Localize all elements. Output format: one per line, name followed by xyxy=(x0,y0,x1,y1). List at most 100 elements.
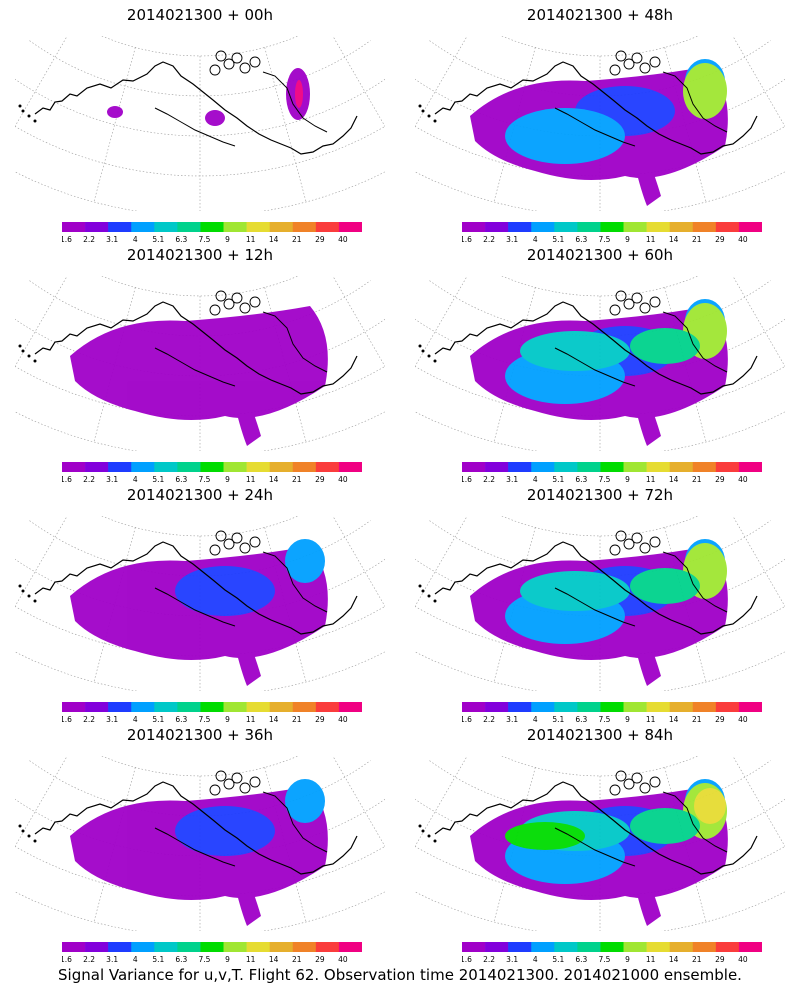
island-outline xyxy=(231,772,243,784)
island-outline xyxy=(631,292,643,304)
colorbar: 1.6 2.2 3.1 4 5.1 6.3 7.5 9 11 14 21 29 40 xyxy=(62,942,362,964)
coastline xyxy=(34,61,358,155)
island-outline xyxy=(249,296,261,308)
island-dot xyxy=(18,104,22,108)
graticule-line xyxy=(415,36,468,128)
colorbar-swatch xyxy=(508,222,532,232)
colorbar-label: 6.3 xyxy=(175,235,187,244)
colorbar-swatch xyxy=(646,462,670,472)
graticule-line xyxy=(332,756,385,848)
colorbar-swatch xyxy=(85,462,109,472)
island-dot xyxy=(27,114,31,118)
colorbar-swatch xyxy=(508,942,532,952)
graticule-line xyxy=(101,756,299,777)
variance-field xyxy=(70,779,328,926)
colorbar-label: 21 xyxy=(292,235,302,244)
colorbar-swatch xyxy=(269,942,294,952)
colorbar-swatch xyxy=(531,942,555,952)
colorbar-swatch xyxy=(108,222,132,232)
colorbar-swatch xyxy=(485,462,509,472)
colorbar-swatch xyxy=(131,462,155,472)
colorbar-swatch xyxy=(715,942,740,952)
colorbar-swatch xyxy=(292,462,317,472)
colorbar-swatch xyxy=(715,222,740,232)
coastline xyxy=(554,587,636,627)
colorbar-swatch xyxy=(269,702,294,712)
island-dot xyxy=(421,109,425,113)
colorbar-label: 29 xyxy=(315,715,325,724)
island-outline xyxy=(639,302,651,314)
colorbar-swatch xyxy=(462,462,486,472)
colorbar-swatch xyxy=(269,222,294,232)
colorbar-swatch xyxy=(131,942,155,952)
colorbar-swatch xyxy=(531,462,555,472)
colorbar-swatch xyxy=(338,462,362,472)
colorbar-label: 9 xyxy=(225,955,230,964)
field-region xyxy=(630,808,700,844)
island-outline xyxy=(631,532,643,544)
island-dot xyxy=(33,119,37,123)
colorbar-label: 3.1 xyxy=(506,715,518,724)
coastline xyxy=(554,107,636,147)
colorbar-swatch xyxy=(669,942,694,952)
island-outline xyxy=(215,770,227,782)
graticule-line xyxy=(664,767,707,923)
colorbar-label: 5.1 xyxy=(152,715,164,724)
colorbar-label: 5.1 xyxy=(552,475,564,484)
colorbar-swatch xyxy=(577,702,601,712)
colorbar-swatch xyxy=(315,222,340,232)
colorbar-label: 9 xyxy=(225,715,230,724)
graticule-line xyxy=(415,126,785,177)
island-outline xyxy=(623,58,635,70)
colorbar-label: 21 xyxy=(692,955,702,964)
colorbar-label: 3.1 xyxy=(106,235,118,244)
island-outline xyxy=(223,298,235,310)
island-outline xyxy=(609,64,621,76)
island-outline xyxy=(249,536,261,548)
field-region xyxy=(520,571,630,611)
panel-title: 2014021300 + 48h xyxy=(526,6,674,24)
colorbar-label: 21 xyxy=(292,475,302,484)
colorbar-label: 11 xyxy=(646,235,656,244)
graticule-line xyxy=(264,767,307,923)
colorbar-label: 2.2 xyxy=(83,955,95,964)
colorbar-label: 7.5 xyxy=(598,475,610,484)
colorbar-swatch xyxy=(177,702,201,712)
colorbar-label: 6.3 xyxy=(575,475,587,484)
coastline xyxy=(34,301,358,395)
colorbar-swatch xyxy=(485,942,509,952)
colorbar-label: 6.3 xyxy=(175,955,187,964)
field-region xyxy=(70,306,328,420)
colorbar-label: 29 xyxy=(315,235,325,244)
graticule-line xyxy=(415,276,468,368)
coastline xyxy=(262,551,328,613)
colorbar-swatch xyxy=(338,942,362,952)
colorbar-swatch xyxy=(223,702,247,712)
island-dot xyxy=(418,104,422,108)
colorbar-label: 9 xyxy=(625,715,630,724)
colorbar-swatch xyxy=(600,942,624,952)
field-region xyxy=(635,644,661,686)
island-dot xyxy=(27,594,31,598)
colorbar-label: 6.3 xyxy=(175,475,187,484)
colorbar-swatch xyxy=(108,462,132,472)
colorbar-swatch xyxy=(200,462,224,472)
colorbar-swatch xyxy=(600,702,624,712)
colorbar-label: 4 xyxy=(133,475,138,484)
colorbar-swatch xyxy=(85,702,109,712)
colorbar-swatch xyxy=(485,222,509,232)
colorbar-swatch xyxy=(269,462,294,472)
colorbar-swatch xyxy=(315,462,340,472)
colorbar-swatch xyxy=(62,462,86,472)
island-outline xyxy=(615,290,627,302)
panel: 2014021300 + 12h 1.6 2.2 3.1 4 5.1 6.3 7.5 9 11 1… xyxy=(0,240,400,484)
colorbar-label: 6.3 xyxy=(575,955,587,964)
island-outline xyxy=(209,544,221,556)
colorbar-swatch xyxy=(108,702,132,712)
colorbar-label: 3.1 xyxy=(506,955,518,964)
island-dot xyxy=(421,829,425,833)
variance-field xyxy=(70,306,328,446)
colorbar-label: 21 xyxy=(292,715,302,724)
island-dot xyxy=(427,834,431,838)
island-outline xyxy=(223,58,235,70)
